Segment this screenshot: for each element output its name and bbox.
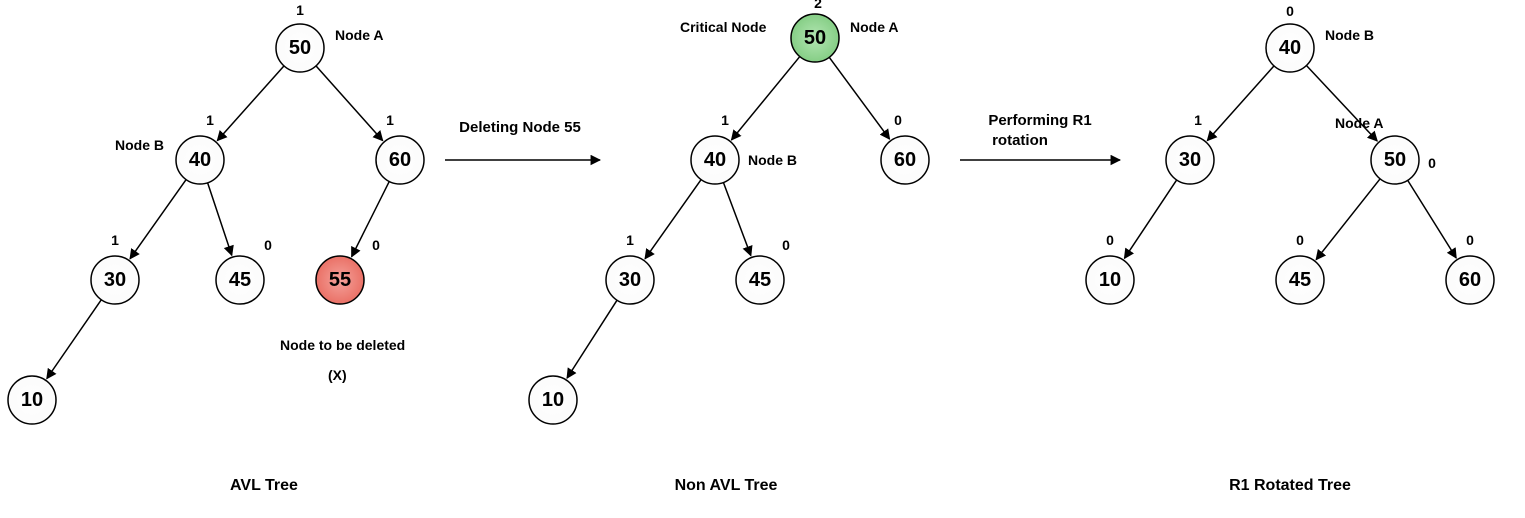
balance-factor: 0: [264, 237, 272, 253]
tree-edge: [731, 57, 799, 140]
node-value: 60: [389, 149, 411, 171]
tree-edge: [1207, 66, 1274, 141]
balance-factor: 1: [111, 232, 119, 248]
node-value: 30: [1179, 149, 1201, 171]
balance-factor: 0: [1428, 155, 1436, 171]
tree-edge: [567, 300, 617, 378]
tree-edge: [1124, 180, 1176, 258]
node-value: 10: [542, 389, 564, 411]
tree-node: 45 0: [1276, 232, 1324, 304]
tree-edge: [1408, 180, 1457, 258]
node-label: Node A: [335, 27, 383, 43]
tree-edge: [723, 182, 750, 255]
tree-caption: AVL Tree: [230, 477, 298, 494]
tree-node: 45 0: [736, 237, 790, 304]
balance-factor: 0: [894, 112, 902, 128]
transition-label: Performing R1: [988, 112, 1091, 129]
node-label: Node B: [748, 152, 797, 168]
tree-caption: Non AVL Tree: [675, 477, 778, 494]
node-value: 50: [1384, 149, 1406, 171]
balance-factor: 0: [1296, 232, 1304, 248]
tree-edge: [130, 180, 186, 259]
tree-edge: [352, 181, 390, 256]
tree-node: 40 0 Node B: [1266, 3, 1374, 72]
tree-node: 40 1 Node B: [115, 112, 224, 184]
tree-node: 10 0: [1086, 232, 1134, 304]
annotation-label: Node to be deleted: [280, 337, 405, 353]
tree-caption: R1 Rotated Tree: [1229, 477, 1351, 494]
tree-node: 30 1: [1166, 112, 1214, 184]
tree-edge: [645, 180, 701, 259]
node-value: 10: [1099, 269, 1121, 291]
balance-factor: 0: [1106, 232, 1114, 248]
node-label: Node A: [850, 19, 898, 35]
node-value: 40: [1279, 37, 1301, 59]
tree-node: 10: [529, 376, 577, 424]
node-label: Node B: [115, 137, 164, 153]
transition-label: rotation: [992, 132, 1048, 149]
node-value: 30: [104, 269, 126, 291]
node-value: 10: [21, 389, 43, 411]
tree-node: 60 0: [881, 112, 929, 184]
balance-factor: 1: [721, 112, 729, 128]
balance-factor: 1: [626, 232, 634, 248]
node-label: Node B: [1325, 27, 1374, 43]
transition-label: Deleting Node 55: [459, 119, 581, 136]
tree-edge: [1316, 179, 1380, 260]
node-label: Node A: [1335, 115, 1383, 131]
tree-edge: [829, 57, 889, 139]
balance-factor: 1: [1194, 112, 1202, 128]
tree-edge: [47, 300, 102, 379]
balance-factor: 0: [1466, 232, 1474, 248]
node-value: 50: [804, 27, 826, 49]
balance-factor: 2: [814, 0, 822, 11]
tree-node: 45 0: [216, 237, 272, 304]
node-value: 40: [704, 149, 726, 171]
balance-factor: 1: [296, 2, 304, 18]
tree-node: 50 2 Node A Critical Node: [680, 0, 898, 62]
tree-node: 55 0: [316, 237, 380, 304]
tree-edge: [217, 66, 284, 141]
node-value: 40: [189, 149, 211, 171]
node-value: 55: [329, 269, 351, 291]
tree-node: 40 1 Node B: [691, 112, 797, 184]
balance-factor: 1: [386, 112, 394, 128]
node-label: Critical Node: [680, 19, 767, 35]
node-value: 45: [1289, 269, 1311, 291]
tree-node: 50 0 Node A: [1335, 115, 1436, 184]
tree-edge: [208, 183, 232, 256]
node-value: 60: [1459, 269, 1481, 291]
annotation-label: (X): [328, 367, 347, 383]
tree-node: 60 0: [1446, 232, 1494, 304]
tree-node: 50 1 Node A: [276, 2, 383, 72]
avl-rotation-diagram: 501Node A401Node B60130145055010Node to …: [0, 0, 1525, 518]
balance-factor: 0: [782, 237, 790, 253]
node-value: 45: [749, 269, 771, 291]
tree-node: 60 1: [376, 112, 424, 184]
node-value: 45: [229, 269, 251, 291]
tree-node: 10: [8, 376, 56, 424]
node-value: 30: [619, 269, 641, 291]
tree-node: 30 1: [606, 232, 654, 304]
tree-node: 30 1: [91, 232, 139, 304]
balance-factor: 0: [372, 237, 380, 253]
node-value: 50: [289, 37, 311, 59]
balance-factor: 0: [1286, 3, 1294, 19]
balance-factor: 1: [206, 112, 214, 128]
node-value: 60: [894, 149, 916, 171]
tree-edge: [316, 66, 383, 141]
